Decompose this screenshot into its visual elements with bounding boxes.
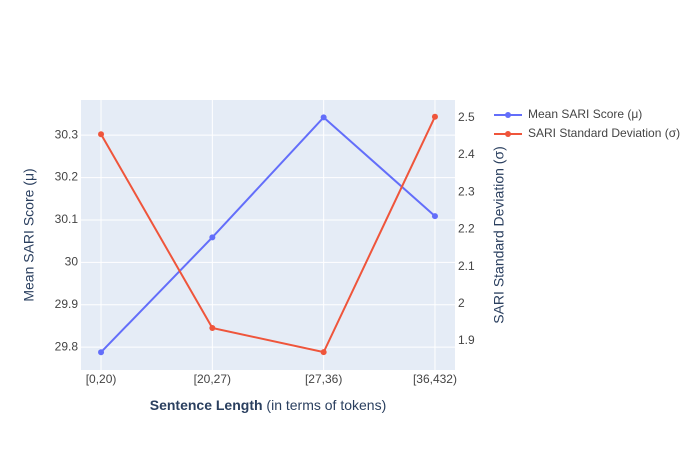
x-tick-label: [20,27) (194, 372, 231, 386)
data-point (320, 114, 327, 121)
y2-tick-label: 2.4 (458, 147, 475, 161)
y-tick-label: 30.3 (55, 127, 79, 141)
y2-tick-label: 2.5 (458, 110, 475, 124)
y-tick-label: 30.2 (55, 170, 79, 184)
x-tick-label: [36,432) (413, 372, 457, 386)
y2-tick-label: 1.9 (458, 333, 475, 347)
y2-tick-label: 2.1 (458, 259, 475, 273)
data-point (431, 213, 438, 220)
series-line (100, 116, 436, 354)
y-tick-label: 29.9 (55, 297, 79, 311)
x-tick-label: [0,20) (86, 372, 117, 386)
data-point (209, 324, 216, 331)
y2-tick-label: 2.2 (458, 222, 475, 236)
y2-axis-title: SARI Standard Deviation (σ) (491, 146, 507, 324)
x-axis-title-rest: (in terms of tokens) (266, 397, 386, 413)
y2-tick-label: 2 (458, 296, 465, 310)
legend-marker (505, 112, 511, 118)
data-point (98, 131, 105, 138)
plot-area (81, 100, 455, 370)
x-tick-label: [27,36) (305, 372, 342, 386)
legend-marker (505, 131, 511, 137)
legend-label: Mean SARI Score (μ) (528, 107, 642, 121)
y2-tick-label: 2.3 (458, 184, 475, 198)
data-point (209, 234, 216, 241)
x-axis-title: Sentence Length (in terms of tokens) (150, 397, 387, 413)
y-tick-label: 30 (65, 255, 79, 269)
series-line (100, 115, 436, 353)
x-axis-title-bold: Sentence Length (150, 397, 263, 413)
data-point (98, 349, 105, 356)
data-point (431, 113, 438, 120)
y-tick-label: 29.8 (55, 339, 79, 353)
legend-label: SARI Standard Deviation (σ) (528, 126, 680, 140)
y-tick-label: 30.1 (55, 212, 79, 226)
data-point (320, 349, 327, 356)
y-axis-title: Mean SARI Score (μ) (21, 168, 37, 301)
